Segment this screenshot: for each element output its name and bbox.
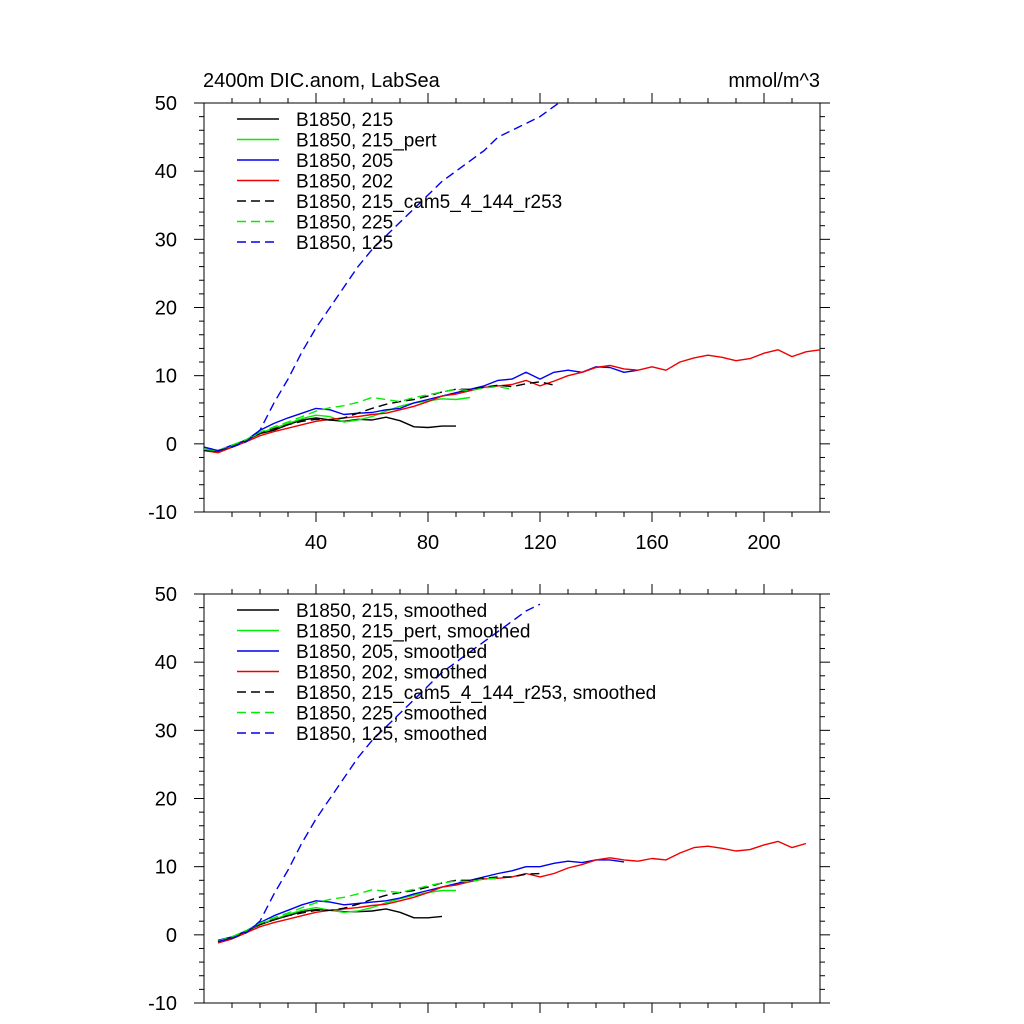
series-line — [217, 872, 541, 943]
series-line — [204, 385, 513, 452]
legend-label: B1850, 215 — [296, 110, 393, 131]
legend-label: B1850, 202, smoothed — [296, 663, 487, 684]
y-tick-label: 20 — [155, 789, 177, 811]
x-tick-label: 80 — [417, 532, 439, 554]
legend-label: B1850, 215, smoothed — [296, 601, 487, 622]
y-tick-label: 50 — [155, 584, 177, 606]
series-line — [217, 877, 499, 942]
x-tick-label: 120 — [523, 532, 556, 554]
legend-label: B1850, 125, smoothed — [296, 724, 487, 745]
series-line — [217, 859, 625, 941]
legend-label: B1850, 125 — [296, 233, 393, 254]
x-tick-label: 200 — [747, 532, 780, 554]
legend-label: B1850, 215_pert — [296, 131, 437, 152]
legend-label: B1850, 225 — [296, 213, 393, 234]
y-tick-label: -10 — [148, 993, 177, 1015]
y-tick-label: 0 — [166, 925, 177, 947]
units-label: mmol/m^3 — [728, 70, 820, 92]
legend-label: B1850, 205, smoothed — [296, 642, 487, 663]
y-tick-label: 40 — [155, 161, 177, 183]
legend-label: B1850, 205 — [296, 151, 393, 172]
x-tick-label: 40 — [305, 532, 327, 554]
chart-title: 2400m DIC.anom, LabSea — [203, 70, 441, 92]
y-tick-label: 40 — [155, 652, 177, 674]
series-line — [204, 381, 555, 452]
top-panel: 2400m DIC.anom, LabSea mmol/m^3 40 80 120 1… — [148, 70, 830, 554]
series-group — [217, 603, 807, 944]
legend-label: B1850, 215_cam5_4_144_r253 — [296, 192, 562, 213]
y-tick-label: 0 — [166, 434, 177, 456]
series-line — [217, 603, 541, 943]
series-group — [204, 103, 820, 454]
legend-label: B1850, 215_pert, smoothed — [296, 622, 531, 643]
series-line — [204, 416, 456, 453]
y-tick-label: 10 — [155, 857, 177, 879]
series-line — [204, 349, 820, 454]
legend-label: B1850, 215_cam5_4_144_r253, smoothed — [296, 683, 656, 704]
series-line — [204, 103, 560, 452]
y-tick-label: 20 — [155, 298, 177, 320]
series-line — [204, 366, 639, 452]
y-tick-label: 30 — [155, 720, 177, 742]
series-line — [217, 840, 807, 944]
x-tick-label: 160 — [635, 532, 668, 554]
legend-label: B1850, 202 — [296, 172, 393, 193]
y-tick-label: 10 — [155, 366, 177, 388]
legend-label: B1850, 225, smoothed — [296, 704, 487, 725]
y-tick-label: 30 — [155, 229, 177, 251]
y-tick-label: -10 — [148, 502, 177, 524]
y-tick-label: 50 — [155, 93, 177, 115]
series-line — [217, 908, 443, 943]
